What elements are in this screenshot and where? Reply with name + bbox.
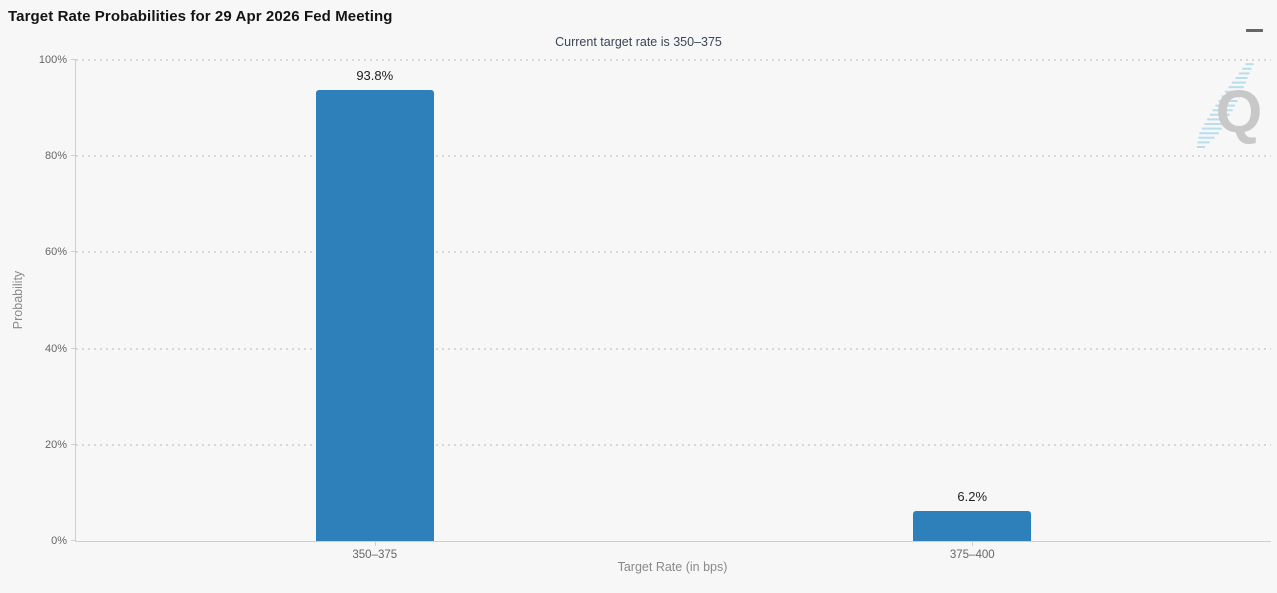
watermark-q-letter: Q <box>1216 78 1263 145</box>
y-axis-tick-mark <box>71 443 76 445</box>
y-axis-tick-mark <box>71 155 76 157</box>
gridline <box>76 347 1271 350</box>
hamburger-menu-icon[interactable] <box>1243 10 1267 32</box>
probability-bar-375-400[interactable] <box>913 511 1032 541</box>
bar-value-label: 93.8% <box>356 67 394 83</box>
y-axis-tick-label: 80% <box>44 150 67 163</box>
y-axis-tick-label: 0% <box>51 535 67 547</box>
plot-area: 0% 20% 40% 60% 80% 100% 93.8% 350–375 6.2% 375–40… <box>39 54 1271 561</box>
x-axis-tick-mark <box>972 541 974 546</box>
y-axis-tick-label: 20% <box>44 438 67 451</box>
x-axis-category-label: 350–375 <box>352 549 398 561</box>
x-axis-category-label: 375–400 <box>949 549 995 561</box>
x-axis-tick-mark <box>374 541 376 546</box>
watermark-hatch-lines <box>1197 63 1254 148</box>
y-axis-tick-mark <box>71 540 76 541</box>
gridline <box>76 155 1271 158</box>
bar-value-label: 6.2% <box>957 489 988 505</box>
y-axis-tick-label: 60% <box>44 246 67 259</box>
y-axis-tick-mark <box>71 347 76 349</box>
gridline <box>76 540 1271 542</box>
gridline <box>76 251 1271 254</box>
probability-bar-350-375[interactable] <box>315 89 434 541</box>
y-axis-tick-mark <box>71 59 76 60</box>
y-axis-title: Probability <box>11 270 25 330</box>
chart-subtitle: Current target rate is 350–375 <box>555 35 722 49</box>
hamburger-bar <box>1246 29 1263 32</box>
y-axis-tick-label: 40% <box>44 342 67 355</box>
chart-title: Target Rate Probabilities for 29 Apr 202… <box>8 8 393 25</box>
y-axis-tick-label: 100% <box>38 54 67 66</box>
gridline <box>76 59 1271 61</box>
gridline <box>76 443 1271 446</box>
quikstrike-q-logo-watermark: Q <box>1197 63 1263 148</box>
x-axis-title: Target Rate (in bps) <box>617 560 728 574</box>
y-axis-tick-mark <box>71 251 76 253</box>
